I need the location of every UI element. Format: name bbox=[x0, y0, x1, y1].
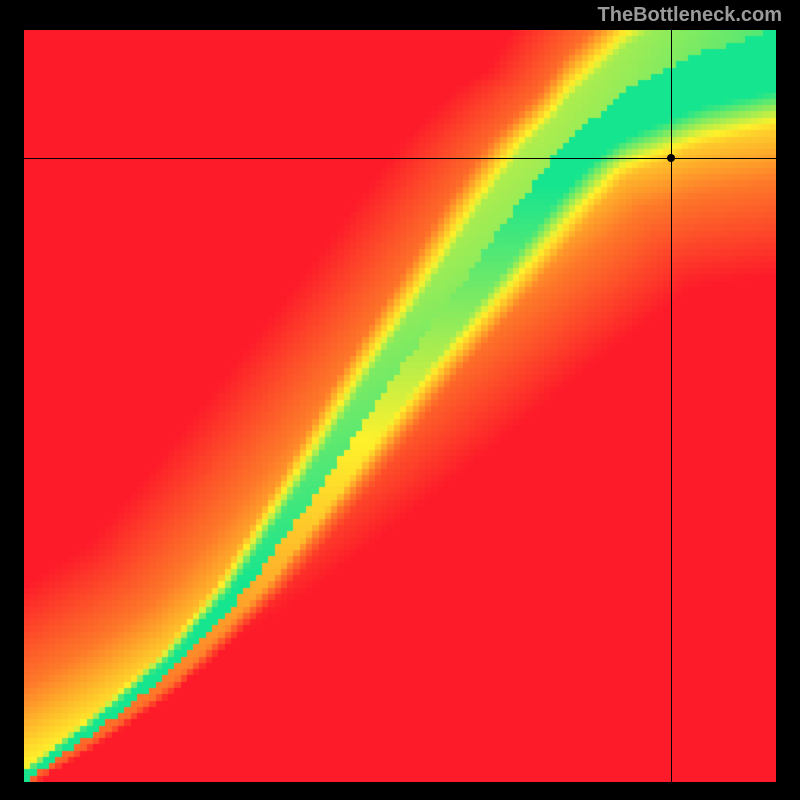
crosshair-horizontal bbox=[24, 158, 776, 159]
watermark-text: TheBottleneck.com bbox=[598, 4, 782, 27]
crosshair-vertical bbox=[671, 30, 672, 782]
root: TheBottleneck.com bbox=[0, 0, 800, 800]
bottleneck-heatmap bbox=[24, 30, 776, 782]
crosshair-marker bbox=[667, 154, 675, 162]
